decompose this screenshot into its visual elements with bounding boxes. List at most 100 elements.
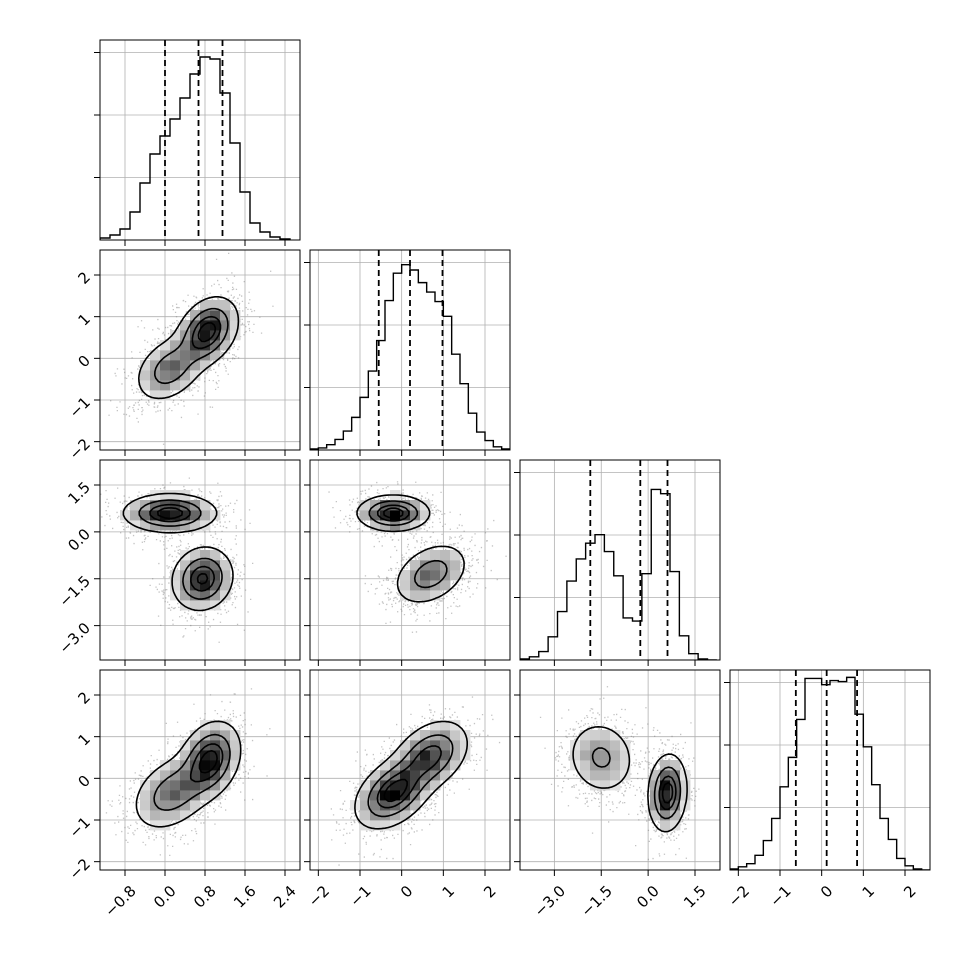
density-bin <box>400 750 411 761</box>
density-bin <box>150 390 161 401</box>
density-bin <box>210 510 221 521</box>
density-bin <box>200 550 211 561</box>
density-bin <box>210 550 221 561</box>
density-bin <box>200 600 211 611</box>
density-bin <box>210 740 221 751</box>
x-tick-label: 1.6 <box>230 882 260 912</box>
density-bin <box>370 510 381 521</box>
y-tick-label: 2 <box>75 268 94 287</box>
density-bin <box>140 360 151 371</box>
density-bin <box>170 770 181 781</box>
density-bin <box>160 370 171 381</box>
density-bin <box>670 770 681 781</box>
density-bin <box>420 730 431 741</box>
density-bin <box>600 750 611 761</box>
density-bin <box>140 380 151 391</box>
density-bin <box>200 300 211 311</box>
density-bin <box>180 500 191 511</box>
density-bin <box>200 580 211 591</box>
contour-line <box>157 507 209 585</box>
density-bin <box>430 780 441 791</box>
panel-frame <box>309 669 511 871</box>
x-tick-label: −1 <box>346 882 374 910</box>
density-bin <box>190 600 201 611</box>
density-bin <box>190 320 201 331</box>
density-bin <box>220 590 231 601</box>
density-bin <box>160 790 171 801</box>
density-bin <box>200 330 211 341</box>
density-bin <box>430 590 441 601</box>
x-tick-label: 0.8 <box>190 882 220 912</box>
density-bin <box>400 760 411 771</box>
density-bin <box>360 810 371 821</box>
density-bin <box>360 790 371 801</box>
density-bin <box>160 390 171 401</box>
y-tick-label: −1.5 <box>56 572 94 610</box>
density-bin <box>220 580 231 591</box>
density-bin <box>410 800 421 811</box>
density-bin <box>130 500 141 511</box>
density-bin <box>460 740 471 751</box>
density-bin <box>200 320 211 331</box>
density-bin <box>620 760 631 771</box>
x-tick-label: 0 <box>397 882 416 901</box>
density-bin <box>400 500 411 511</box>
density-bin <box>440 730 451 741</box>
density-bin <box>400 570 411 581</box>
density-bin <box>180 590 191 601</box>
density-bin <box>190 330 201 341</box>
density-bin <box>600 730 611 741</box>
panel-frame <box>309 249 511 451</box>
density-bin <box>430 560 441 571</box>
density-bin <box>440 770 451 781</box>
density-bin <box>680 790 691 801</box>
density-bin <box>420 560 431 571</box>
density-bin <box>440 580 451 591</box>
density-bin <box>360 500 371 511</box>
density-bin <box>370 520 381 531</box>
density-bin <box>230 320 241 331</box>
density-bin <box>400 740 411 751</box>
density-bin <box>170 330 181 341</box>
density-bin <box>170 810 181 821</box>
density-bin <box>450 560 461 571</box>
density-bin <box>170 790 181 801</box>
density-bin <box>590 770 601 781</box>
density-bin <box>210 580 221 591</box>
density-bin <box>220 300 231 311</box>
density-bin <box>200 740 211 751</box>
density-bin <box>430 550 441 561</box>
density-bin <box>390 510 401 521</box>
density-bin <box>580 760 591 771</box>
density-bin <box>160 770 171 781</box>
x-tick-label: −2 <box>725 882 753 910</box>
density-bin <box>360 800 371 811</box>
density-bin <box>140 800 151 811</box>
density-bin <box>400 800 411 811</box>
panel-frame <box>519 459 721 661</box>
density-bin <box>420 750 431 761</box>
panel-frame <box>729 669 931 871</box>
histogram-steps <box>730 676 930 870</box>
density-bin <box>380 790 391 801</box>
density-bin <box>220 730 231 741</box>
density-bin <box>160 350 171 361</box>
histogram-steps <box>100 56 291 240</box>
panel-frame <box>309 459 511 661</box>
density-bin <box>220 740 231 751</box>
density-bin <box>190 560 201 571</box>
contour-line <box>138 499 223 600</box>
density-bin <box>160 820 171 831</box>
density-bin <box>190 800 201 811</box>
density-bin <box>420 790 431 801</box>
density-bin <box>600 760 611 771</box>
density-bin <box>660 810 671 821</box>
density-bin <box>200 500 211 511</box>
density-bin <box>200 760 211 771</box>
contour-line <box>367 734 454 818</box>
density-bin <box>230 750 241 761</box>
density-bin <box>230 730 241 741</box>
density-bin <box>210 350 221 361</box>
x-tick-label: −2 <box>305 882 333 910</box>
